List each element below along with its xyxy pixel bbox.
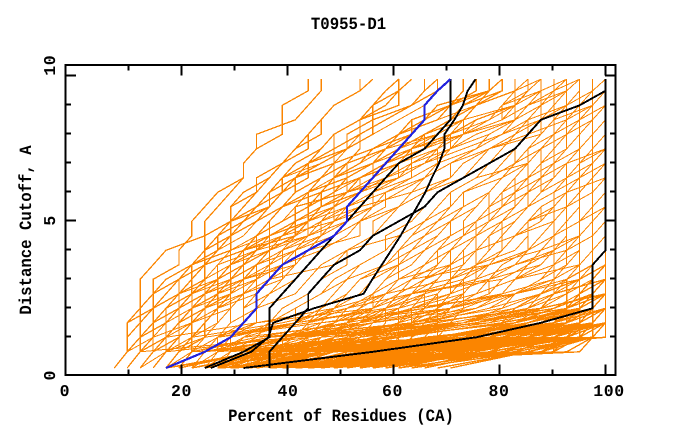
- svg-text:10: 10: [41, 55, 60, 76]
- svg-text:5: 5: [41, 215, 60, 226]
- svg-text:100: 100: [593, 382, 625, 401]
- svg-text:0: 0: [60, 382, 71, 401]
- svg-text:Distance Cutoff, A: Distance Cutoff, A: [17, 145, 37, 314]
- svg-text:T0955-D1: T0955-D1: [311, 15, 386, 35]
- svg-text:20: 20: [171, 382, 192, 401]
- svg-text:60: 60: [382, 382, 403, 401]
- svg-text:Percent of Residues (CA): Percent of Residues (CA): [228, 407, 454, 427]
- svg-text:80: 80: [488, 382, 509, 401]
- svg-text:40: 40: [277, 382, 298, 401]
- svg-text:0: 0: [41, 370, 60, 381]
